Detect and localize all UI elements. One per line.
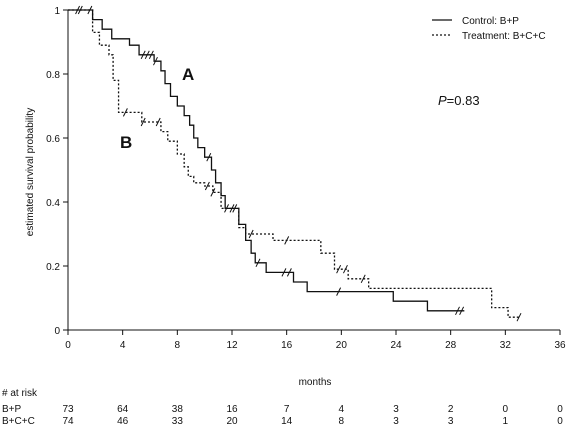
censor-mark: [459, 306, 465, 316]
censor-mark: [148, 50, 154, 60]
censor-mark: [140, 117, 146, 127]
treatment-curve: [68, 9, 519, 318]
at-risk-value: 4: [339, 404, 345, 415]
y-tick-label: 0.4: [46, 198, 60, 209]
curves: [68, 5, 522, 322]
legend-label-control: Control: B+P: [462, 16, 519, 27]
censor-mark: [284, 236, 290, 245]
x-tick-label: 36: [554, 340, 566, 351]
control-curve: [68, 9, 465, 312]
at-risk-value: 73: [62, 404, 74, 415]
censor-mark: [122, 108, 128, 117]
x-tick-label: 28: [445, 340, 457, 351]
censor-mark: [336, 264, 342, 274]
censor-mark: [516, 312, 522, 322]
axes: 0 4 8 12 16 20 24 28 32 36 0 0.2 0.4 0.6 0.8 1: [46, 6, 566, 351]
at-risk-value: 3: [448, 416, 454, 425]
at-risk-value: 14: [281, 416, 293, 425]
at-risk-value: 46: [117, 416, 129, 425]
censor-mark: [210, 188, 216, 197]
at-risk-header: # at risk: [2, 388, 38, 399]
p-value-number: =0.83: [447, 93, 480, 108]
x-axis-label: months: [299, 377, 332, 388]
at-risk-value: 2: [448, 404, 454, 415]
at-risk-value: 0: [557, 404, 563, 415]
censor-mark: [155, 117, 161, 127]
censor-mark: [229, 204, 235, 213]
p-value-symbol: P: [438, 93, 447, 108]
censor-mark: [144, 50, 150, 60]
at-risk-row-label: B+P: [2, 404, 22, 415]
censor-mark: [342, 264, 348, 274]
at-risk-value: 38: [172, 404, 184, 415]
x-tick-label: 0: [65, 340, 71, 351]
at-risk-value: 1: [503, 416, 509, 425]
curve-label-b: B: [120, 133, 132, 152]
at-risk-value: 0: [557, 416, 563, 425]
censor-mark: [281, 268, 287, 277]
y-tick-label: 1: [54, 6, 60, 17]
at-risk-table: # at risk B+P 73 64 38 16 7 4 3 2 0 0B+C+C 74 46 33 20…: [2, 388, 563, 425]
at-risk-value: 8: [339, 416, 345, 425]
p-value: P=0.83: [438, 93, 480, 108]
censor-mark: [206, 152, 212, 162]
at-risk-value: 3: [393, 416, 399, 425]
censor-mark: [455, 306, 460, 316]
censor-mark: [248, 229, 254, 239]
x-tick-label: 8: [175, 340, 181, 351]
censor-mark: [140, 50, 146, 60]
censor-mark: [204, 181, 210, 191]
at-risk-value: 3: [393, 404, 399, 415]
x-tick-label: 4: [120, 340, 126, 351]
at-risk-value: 74: [62, 416, 74, 425]
y-tick-label: 0.8: [46, 70, 60, 81]
censor-mark: [360, 274, 366, 284]
y-tick-label: 0.6: [46, 134, 60, 145]
censor-mark: [153, 56, 158, 66]
at-risk-value: 33: [172, 416, 184, 425]
censor-mark: [336, 287, 342, 296]
y-tick-label: 0: [54, 326, 60, 337]
x-tick-label: 20: [336, 340, 348, 351]
at-risk-value: 64: [117, 404, 129, 415]
at-risk-value: 20: [226, 416, 238, 425]
censor-mark: [77, 5, 83, 15]
at-risk-value: 7: [284, 404, 290, 415]
curve-label-a: A: [182, 65, 194, 84]
x-tick-label: 12: [226, 340, 238, 351]
censor-mark: [286, 268, 292, 277]
censor-mark: [255, 258, 261, 268]
legend-label-treatment: Treatment: B+C+C: [462, 31, 546, 42]
x-tick-label: 24: [390, 340, 402, 351]
at-risk-value: 16: [226, 404, 238, 415]
y-axis-label: estimated survival probability: [25, 108, 36, 236]
at-risk-row-label: B+C+C: [2, 416, 35, 425]
x-tick-label: 32: [500, 340, 512, 351]
legend: Control: B+P Treatment: B+C+C: [432, 16, 546, 42]
at-risk-value: 0: [503, 404, 509, 415]
y-tick-label: 0.2: [46, 262, 60, 273]
censor-mark: [87, 5, 93, 15]
censor-mark: [232, 204, 238, 213]
x-tick-label: 16: [281, 340, 293, 351]
